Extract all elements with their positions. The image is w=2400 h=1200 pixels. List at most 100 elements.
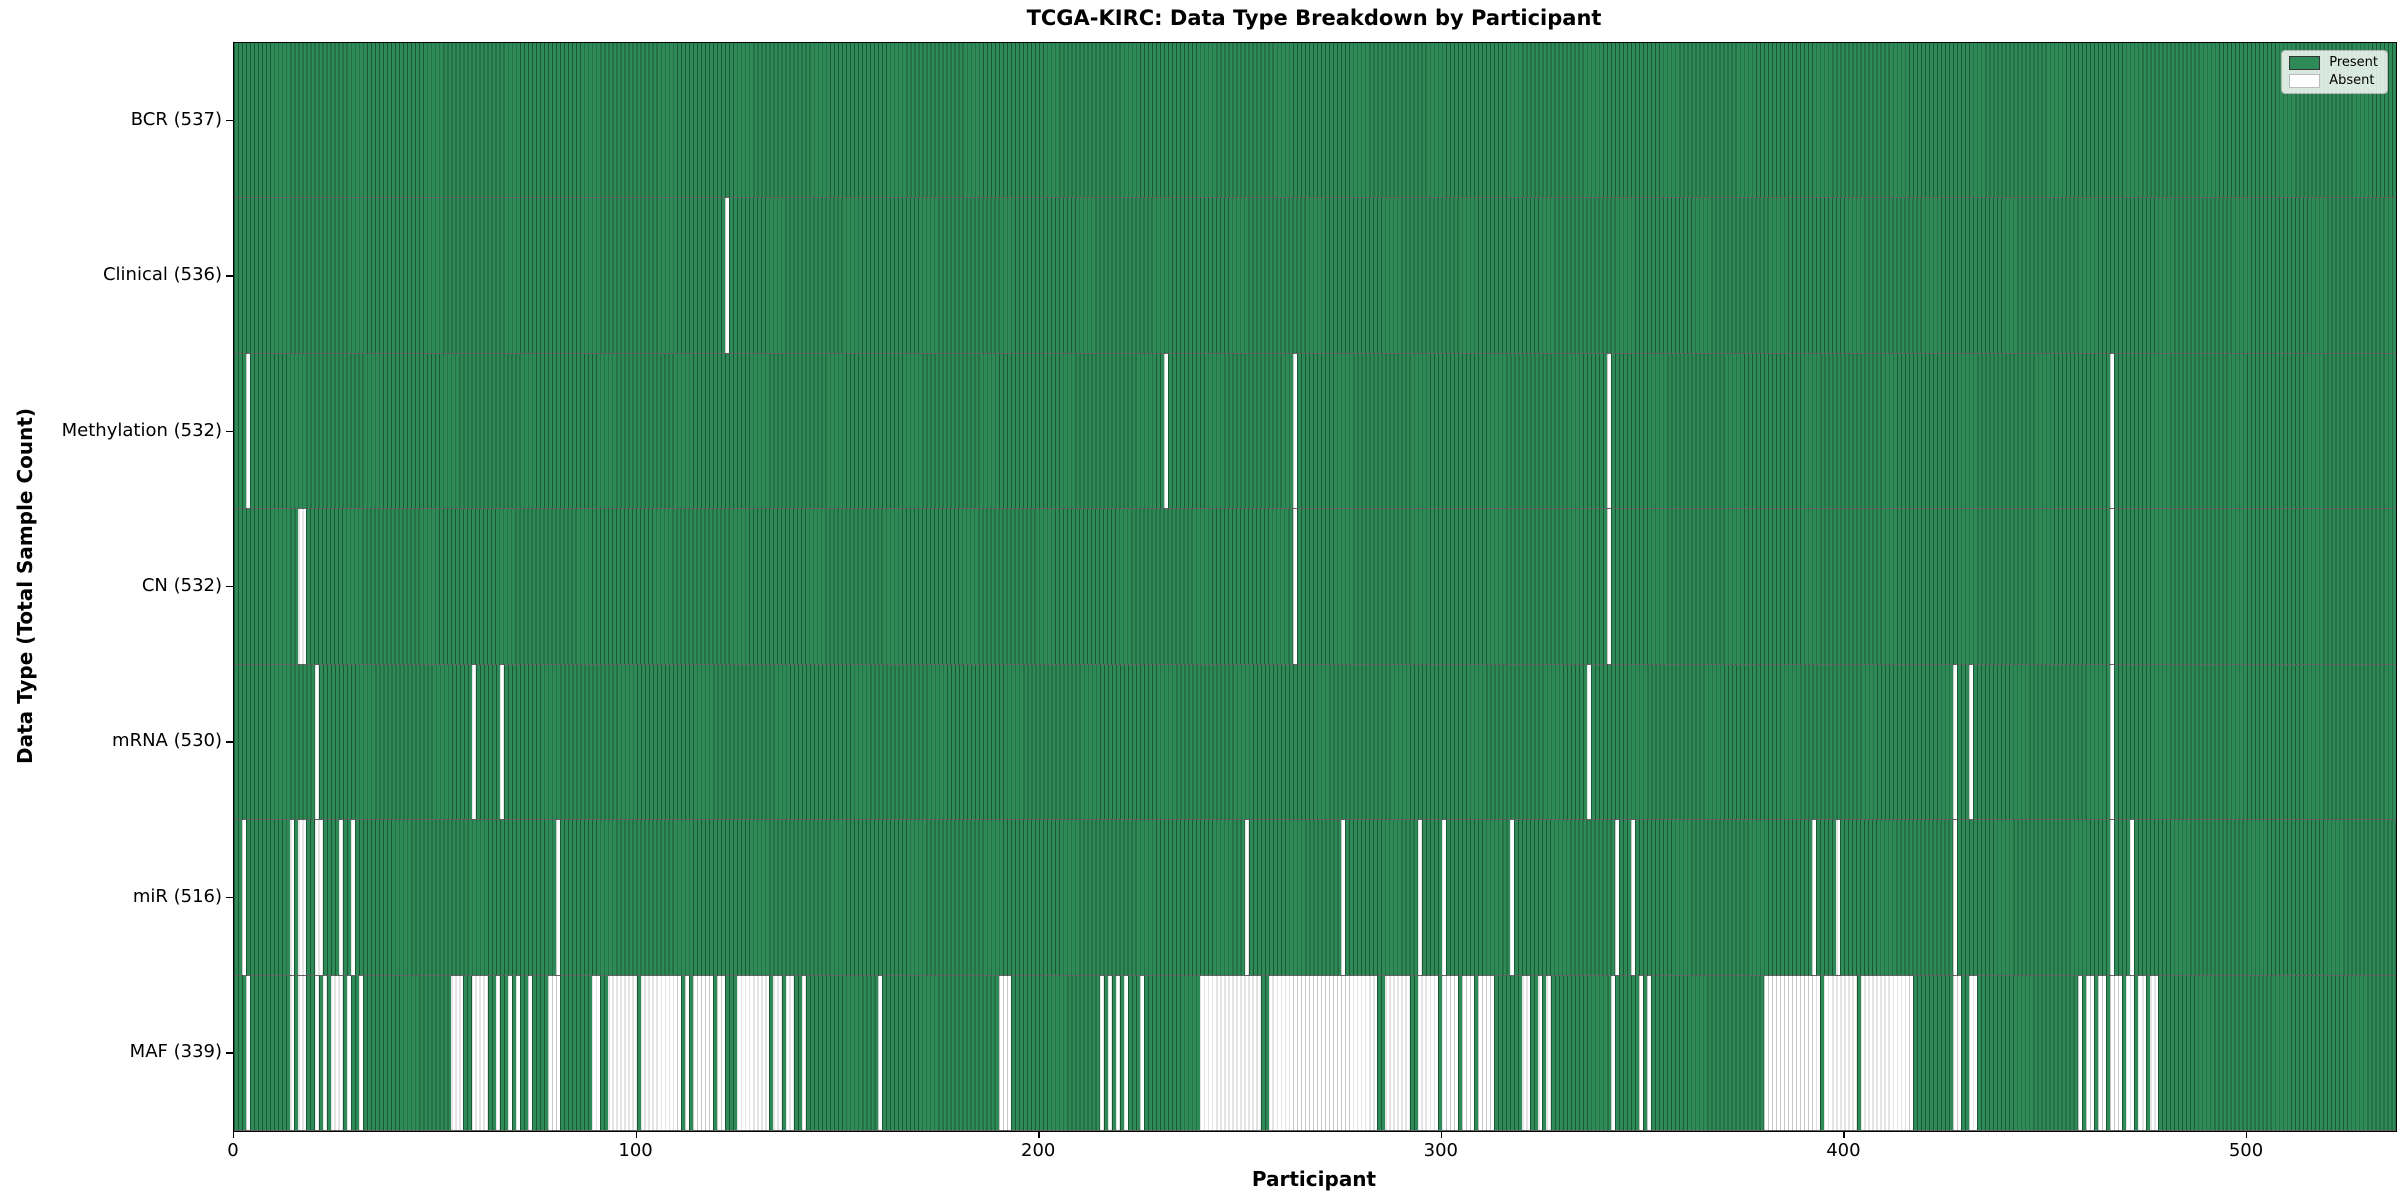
row-mrna: [234, 664, 2396, 821]
present-segment: [2134, 975, 2139, 1130]
legend-label-absent: Absent: [2329, 73, 2375, 88]
present-segment: [2114, 820, 2131, 975]
row-bcr: [234, 43, 2396, 199]
present-segment: [636, 975, 641, 1130]
present-segment: [1377, 975, 1386, 1130]
present-segment: [234, 198, 726, 353]
present-swatch-icon: [2289, 56, 2321, 70]
present-segment: [250, 353, 1164, 509]
present-segment: [1856, 975, 1861, 1130]
present-segment: [511, 975, 516, 1130]
present-segment: [499, 975, 508, 1130]
present-segment: [560, 975, 593, 1130]
present-segment: [1550, 975, 1611, 1130]
present-segment: [234, 820, 243, 975]
present-segment: [362, 975, 452, 1130]
row-methylation: [234, 353, 2396, 510]
present-segment: [503, 664, 1587, 820]
present-segment: [1445, 820, 1511, 975]
row-maf: [234, 975, 2396, 1131]
present-segment: [463, 975, 472, 1130]
present-segment: [729, 198, 2396, 353]
present-segment: [234, 353, 247, 509]
present-segment: [725, 975, 738, 1130]
present-segment: [1614, 975, 1640, 1130]
present-segment: [342, 820, 351, 975]
x-tick-label-100: 100: [618, 1140, 653, 1161]
x-tick-mark: [635, 1131, 637, 1138]
present-segment: [1474, 975, 1479, 1130]
present-segment: [1961, 975, 1970, 1130]
y-axis-tick-labels: BCR (537) Clinical (536) Methylation (532)…: [0, 42, 222, 1130]
present-segment: [234, 43, 2396, 198]
present-segment: [781, 975, 786, 1130]
present-segment: [318, 975, 323, 1130]
present-segment: [1103, 975, 1108, 1130]
present-segment: [306, 975, 315, 1130]
present-segment: [680, 975, 685, 1130]
present-segment: [1957, 820, 2111, 975]
present-segment: [2158, 975, 2396, 1130]
present-segment: [1530, 975, 1539, 1130]
present-segment: [1643, 975, 1648, 1130]
x-tick-label-500: 500: [2228, 1140, 2264, 1161]
present-segment: [1296, 353, 1607, 509]
present-segment: [294, 975, 299, 1130]
present-segment: [1514, 820, 1615, 975]
present-segment: [2114, 509, 2396, 664]
present-segment: [342, 975, 347, 1130]
present-segment: [322, 820, 339, 975]
present-segment: [1651, 975, 1764, 1130]
present-segment: [2094, 975, 2099, 1130]
y-tick-label-maf: MAF (339): [129, 1041, 222, 1063]
legend-item-absent: Absent: [2289, 74, 2378, 88]
present-segment: [1542, 975, 1547, 1130]
present-segment: [1296, 509, 1607, 664]
present-segment: [306, 509, 1293, 664]
present-segment: [475, 664, 500, 820]
y-tick-mark: [226, 586, 233, 588]
y-tick-label-mrna: mRNA (530): [112, 730, 222, 752]
present-segment: [519, 975, 528, 1130]
present-segment: [1816, 820, 1837, 975]
y-tick-mark: [226, 119, 233, 122]
present-segment: [318, 664, 472, 820]
present-segment: [2122, 975, 2127, 1130]
present-segment: [600, 975, 609, 1130]
row-clinical: [234, 198, 2396, 354]
row-cn: [234, 509, 2396, 665]
y-tick-label-cn: CN (532): [141, 575, 222, 596]
y-tick-mark: [226, 275, 233, 277]
present-segment: [250, 975, 291, 1130]
present-segment: [1618, 820, 1632, 975]
present-segment: [1260, 975, 1269, 1130]
present-segment: [1421, 820, 1442, 975]
present-segment: [793, 975, 802, 1130]
present-segment: [2114, 353, 2396, 509]
present-segment: [234, 975, 247, 1130]
present-segment: [306, 820, 315, 975]
present-segment: [1590, 664, 1954, 820]
present-segment: [769, 975, 774, 1130]
present-segment: [1457, 975, 1462, 1130]
present-segment: [1168, 353, 1293, 509]
present-segment: [246, 820, 291, 975]
legend: Present Absent: [2281, 50, 2388, 94]
present-segment: [1635, 820, 1813, 975]
present-segment: [1119, 975, 1124, 1130]
present-segment: [1840, 820, 1954, 975]
absent-swatch-icon: [2289, 74, 2321, 88]
present-segment: [2146, 975, 2151, 1130]
present-segment: [234, 664, 315, 820]
y-tick-mark: [226, 741, 233, 743]
present-segment: [805, 975, 879, 1130]
present-segment: [1610, 353, 2111, 509]
y-tick-mark: [226, 896, 233, 899]
present-segment: [2114, 664, 2396, 820]
legend-label-present: Present: [2329, 55, 2378, 70]
y-tick-label-bcr: BCR (537): [130, 108, 222, 130]
present-segment: [234, 509, 299, 664]
present-segment: [350, 975, 359, 1130]
present-segment: [531, 975, 549, 1130]
